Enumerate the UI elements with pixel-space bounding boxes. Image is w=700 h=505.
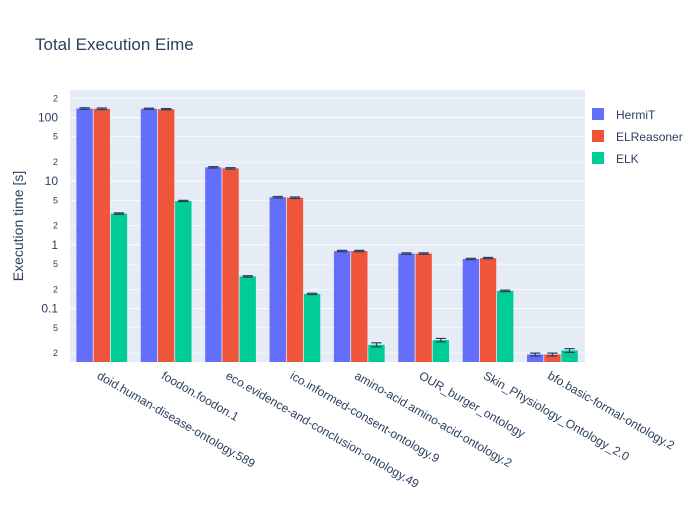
legend-swatch (592, 152, 604, 164)
y-minor-tick-label: 2 (53, 93, 58, 103)
legend-swatch (592, 108, 604, 120)
error-bar (178, 199, 189, 203)
bar-hermit (140, 108, 158, 363)
y-axis-ticks: 0.1 1 10 100 2 5 2 5 2 5 2 5 2 (38, 93, 58, 358)
error-bar (564, 348, 575, 354)
error-bar (96, 107, 107, 111)
error-bar (530, 352, 541, 357)
y-minor-tick-label: 2 (53, 284, 58, 294)
bar-elreasoner (351, 251, 368, 362)
y-minor-tick-label: 2 (53, 221, 58, 231)
error-bar (272, 195, 283, 199)
bar-elk (497, 290, 514, 362)
legend-item-elk[interactable]: ELK (592, 152, 639, 166)
error-bar (465, 257, 477, 261)
error-bar (79, 107, 90, 110)
error-bar (336, 249, 348, 253)
legend: HermiT ELReasoner ELK (592, 108, 683, 166)
bar-elk (561, 350, 578, 362)
error-bar (500, 289, 511, 293)
bar-elk (239, 276, 256, 362)
bar-elreasoner (415, 253, 432, 362)
bar-hermit (76, 108, 93, 362)
y-minor-tick-label: 5 (53, 323, 58, 333)
error-bar (354, 249, 365, 253)
legend-label: ELK (616, 152, 639, 166)
y-minor-tick-label: 2 (53, 348, 58, 358)
bar-elreasoner (93, 108, 110, 363)
bar-elk (303, 293, 321, 362)
bar-elreasoner (479, 258, 497, 362)
bar-hermit (333, 251, 351, 362)
y-tick-label: 0.1 (41, 302, 58, 316)
bar-elreasoner (544, 354, 561, 362)
bars (76, 107, 578, 363)
error-bar (143, 107, 155, 110)
error-bar (161, 107, 172, 111)
legend-item-elreasoner[interactable]: ELReasoner (592, 130, 683, 144)
error-bar (401, 252, 412, 255)
legend-label: ELReasoner (616, 130, 683, 144)
error-bar (306, 292, 318, 296)
bar-hermit (462, 259, 480, 362)
legend-swatch (592, 130, 604, 142)
bar-elk (110, 213, 128, 362)
error-bar (208, 166, 219, 169)
legend-item-hermit[interactable]: HermiT (592, 108, 656, 122)
y-tick-label: 100 (38, 110, 58, 124)
bar-hermit (205, 167, 222, 362)
error-bar (435, 337, 446, 343)
bar-hermit (269, 197, 286, 362)
y-tick-label: 10 (45, 174, 59, 188)
error-bar (289, 196, 301, 200)
y-minor-tick-label: 5 (53, 195, 58, 205)
error-bar (547, 352, 558, 357)
y-minor-tick-label: 2 (53, 157, 58, 167)
error-bar (371, 342, 382, 348)
bar-hermit (527, 354, 544, 362)
error-bar (418, 252, 429, 255)
bar-elk (175, 200, 192, 362)
bar-elreasoner (222, 168, 239, 362)
error-bar (482, 256, 494, 260)
legend-label: HermiT (616, 108, 656, 122)
error-bar (225, 167, 236, 170)
bar-elreasoner (286, 197, 304, 362)
y-axis-title: Execution time [s] (10, 171, 26, 282)
y-tick-label: 1 (51, 238, 58, 252)
chart-title: Total Execution Eime (35, 35, 194, 54)
y-minor-tick-label: 5 (53, 132, 58, 142)
bar-elreasoner (157, 109, 175, 363)
error-bar (113, 212, 125, 215)
bar-elk (368, 344, 385, 362)
bar-hermit (398, 253, 415, 362)
y-minor-tick-label: 5 (53, 259, 58, 269)
bar-elk (432, 340, 450, 362)
error-bar (242, 275, 253, 278)
